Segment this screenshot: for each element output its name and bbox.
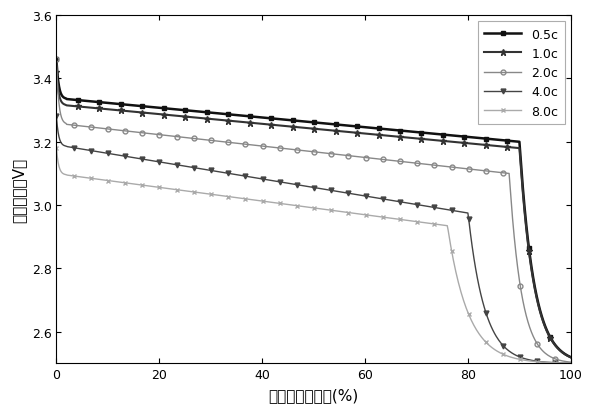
4.0c — [440, 207, 447, 212]
8.0c — [53, 146, 60, 151]
2.0c — [440, 164, 447, 169]
2.0c — [185, 136, 192, 141]
0.5c — [185, 109, 192, 114]
8.0c — [356, 212, 363, 217]
0.5c — [396, 129, 403, 134]
2.0c — [396, 159, 403, 164]
0.5c — [567, 355, 574, 360]
1.0c — [356, 131, 363, 136]
1.0c — [144, 111, 151, 116]
0.5c — [356, 125, 363, 130]
X-axis label: 放电容量保持率(%): 放电容量保持率(%) — [268, 387, 359, 402]
4.0c — [356, 193, 363, 198]
4.0c — [144, 158, 151, 163]
0.5c — [53, 58, 60, 63]
8.0c — [396, 217, 403, 222]
8.0c — [286, 203, 293, 208]
2.0c — [144, 131, 151, 136]
Line: 1.0c: 1.0c — [53, 69, 574, 361]
1.0c — [53, 71, 60, 76]
Line: 4.0c: 4.0c — [54, 115, 573, 366]
8.0c — [185, 189, 192, 194]
4.0c — [286, 181, 293, 186]
4.0c — [185, 165, 192, 170]
2.0c — [286, 147, 293, 152]
Y-axis label: 放电电压（V）: 放电电压（V） — [11, 157, 26, 222]
Line: 8.0c: 8.0c — [54, 146, 573, 366]
Legend: 0.5c, 1.0c, 2.0c, 4.0c, 8.0c: 0.5c, 1.0c, 2.0c, 4.0c, 8.0c — [478, 22, 565, 125]
1.0c — [185, 115, 192, 120]
1.0c — [286, 125, 293, 130]
4.0c — [396, 200, 403, 205]
0.5c — [440, 133, 447, 138]
8.0c — [440, 223, 447, 228]
1.0c — [396, 135, 403, 140]
4.0c — [567, 361, 574, 366]
1.0c — [440, 139, 447, 144]
2.0c — [356, 155, 363, 160]
Line: 0.5c: 0.5c — [54, 58, 573, 360]
4.0c — [53, 115, 60, 120]
2.0c — [53, 58, 60, 63]
1.0c — [567, 355, 574, 360]
Line: 2.0c: 2.0c — [54, 58, 573, 365]
8.0c — [567, 361, 574, 366]
0.5c — [144, 105, 151, 110]
2.0c — [567, 360, 574, 365]
8.0c — [144, 184, 151, 189]
0.5c — [286, 118, 293, 123]
